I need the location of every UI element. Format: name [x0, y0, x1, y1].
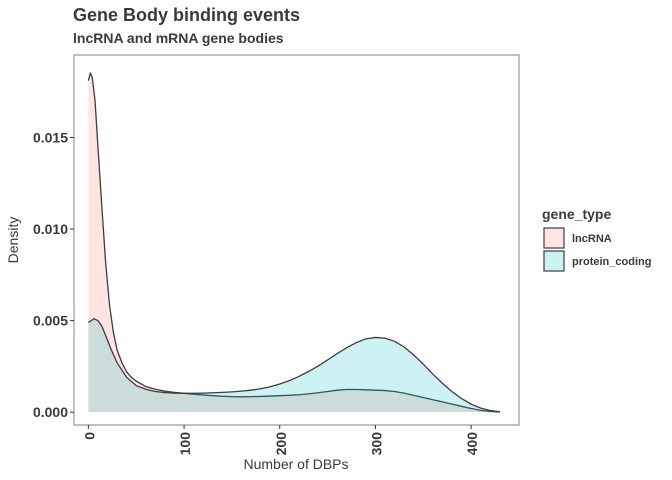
plot-panel-border	[73, 54, 520, 426]
legend: gene_type lncRNA protein_coding	[542, 206, 651, 272]
y-tick-label: 0.010	[33, 221, 68, 237]
x-tick-label: 0	[81, 432, 97, 440]
legend-key-protein_coding	[543, 250, 565, 272]
chart-title: Gene Body binding events	[73, 5, 300, 25]
density-line-lncRNA	[87, 71, 500, 413]
legend-label-lncRNA: lncRNA	[572, 233, 612, 245]
legend-key-lncRNA	[543, 227, 565, 249]
y-tick-label: 0.015	[33, 129, 68, 145]
density-area-protein_coding	[88, 318, 500, 413]
x-axis: 0 100 200 300 400	[81, 425, 480, 455]
x-tick-label: 200	[273, 432, 289, 456]
y-axis: 0.000 0.005 0.010 0.015	[33, 129, 74, 420]
y-tick-label: 0.000	[33, 404, 68, 420]
x-axis-title: Number of DBPs	[243, 456, 348, 472]
y-axis-title: Density	[5, 217, 21, 264]
legend-title: gene_type	[542, 206, 611, 222]
density-line-protein_coding	[88, 318, 500, 413]
y-tick-label: 0.005	[33, 313, 68, 329]
x-tick-label: 100	[177, 432, 193, 456]
density-area-lncRNA	[88, 73, 500, 413]
legend-items: lncRNA protein_coding	[543, 227, 651, 272]
x-tick-label: 400	[464, 432, 480, 456]
legend-label-protein_coding: protein_coding	[572, 256, 651, 268]
x-tick-label: 300	[368, 432, 384, 456]
plot-areas	[87, 71, 500, 413]
chart-subtitle: lncRNA and mRNA gene bodies	[73, 30, 284, 46]
